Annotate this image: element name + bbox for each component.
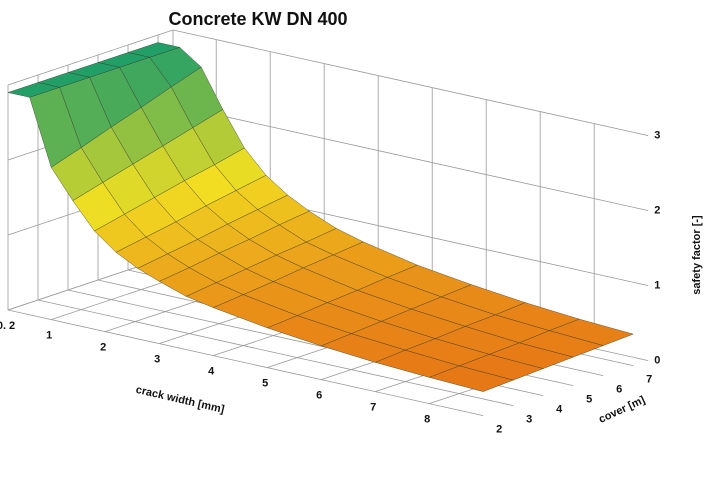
x-tick-label: 2	[100, 342, 106, 354]
y-tick-label: 3	[526, 414, 532, 426]
floor-grid-line	[7, 309, 484, 416]
x-axis-label: crack width [mm]	[135, 384, 226, 416]
y-axis-label: cover [m]	[597, 394, 647, 426]
z-tick-label: 3	[654, 130, 660, 142]
back-wall-grid-line	[172, 29, 649, 136]
x-tick-label: 5	[262, 378, 268, 390]
z-axis-label: safety factor [-]	[691, 215, 703, 295]
floor-grid-line	[37, 299, 514, 406]
x-tick-label: 1	[46, 330, 52, 342]
back-wall-grid-line	[172, 104, 649, 211]
x-tick-label: 0. 2	[0, 320, 15, 332]
y-tick-label: 5	[586, 394, 592, 406]
x-tick-label: 6	[316, 390, 322, 402]
x-tick-label: 4	[208, 366, 215, 378]
z-tick-label: 1	[654, 280, 660, 292]
y-tick-label: 4	[556, 404, 563, 416]
x-tick-label: 7	[370, 402, 376, 414]
x-tick-label: 3	[154, 354, 160, 366]
y-tick-label: 2	[496, 424, 502, 436]
z-tick-label: 2	[654, 205, 660, 217]
y-tick-label: 6	[616, 384, 622, 396]
side-wall-grid-line	[7, 29, 174, 86]
chart-title: Concrete KW DN 400	[168, 9, 347, 29]
surface-patch	[7, 82, 61, 98]
x-tick-label: 8	[424, 414, 430, 426]
z-tick-label: 0	[654, 355, 660, 367]
y-tick-label: 7	[646, 374, 652, 386]
